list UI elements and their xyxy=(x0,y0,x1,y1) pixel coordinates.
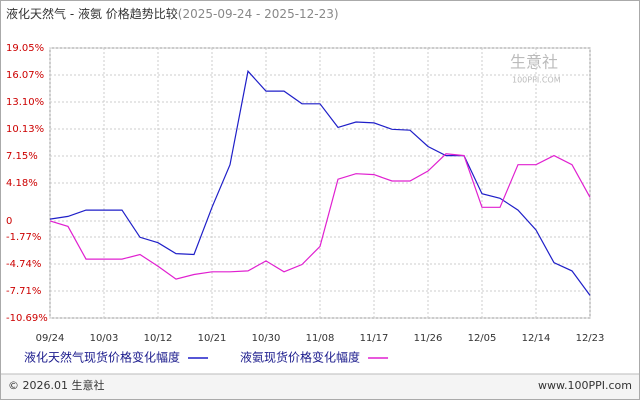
y-tick-label: -4.74% xyxy=(6,259,41,270)
footer-band xyxy=(1,374,639,399)
y-tick-label: -7.71% xyxy=(6,286,41,297)
y-tick-label: 16.07% xyxy=(6,70,44,81)
x-tick-label: 10/03 xyxy=(90,333,119,344)
y-tick-label: 13.10% xyxy=(6,97,44,108)
y-tick-label: 10.13% xyxy=(6,124,44,135)
series-line xyxy=(49,69,591,296)
y-tick-label: 4.18% xyxy=(6,178,38,189)
y-tick-label: 0 xyxy=(6,216,12,227)
watermark: 生意社 xyxy=(510,53,558,72)
x-tick-label: 11/17 xyxy=(360,333,389,344)
title: 液化天然气 - 液氨 价格趋势比较 xyxy=(6,6,178,21)
y-tick-label: -10.69% xyxy=(6,313,48,324)
legend-label: 液化天然气现货价格变化幅度 xyxy=(24,350,180,365)
x-tick-label: 10/12 xyxy=(144,333,173,344)
footer-right: www.100PPI.com xyxy=(538,379,632,392)
x-tick-label: 10/21 xyxy=(198,333,227,344)
x-tick-label: 12/23 xyxy=(576,333,605,344)
chart-title: 液化天然气 - 液氨 价格趋势比较(2025-09-24 - 2025-12-2… xyxy=(6,6,339,21)
subtitle: (2025-09-24 - 2025-12-23) xyxy=(178,7,339,21)
x-tick-label: 11/08 xyxy=(306,333,335,344)
x-tick-label: 12/14 xyxy=(522,333,551,344)
y-tick-label: 7.15% xyxy=(6,151,38,162)
y-tick-label: -1.77% xyxy=(6,232,41,243)
x-tick-label: 10/30 xyxy=(252,333,281,344)
x-tick-label: 11/26 xyxy=(414,333,443,344)
x-tick-label: 09/24 xyxy=(36,333,65,344)
footer-left: © 2026.01 生意社 xyxy=(8,378,104,392)
legend-label: 液氨现货价格变化幅度 xyxy=(240,350,360,365)
y-tick-label: 19.05% xyxy=(6,43,44,54)
series-line xyxy=(49,153,591,280)
x-tick-label: 12/05 xyxy=(468,333,497,344)
